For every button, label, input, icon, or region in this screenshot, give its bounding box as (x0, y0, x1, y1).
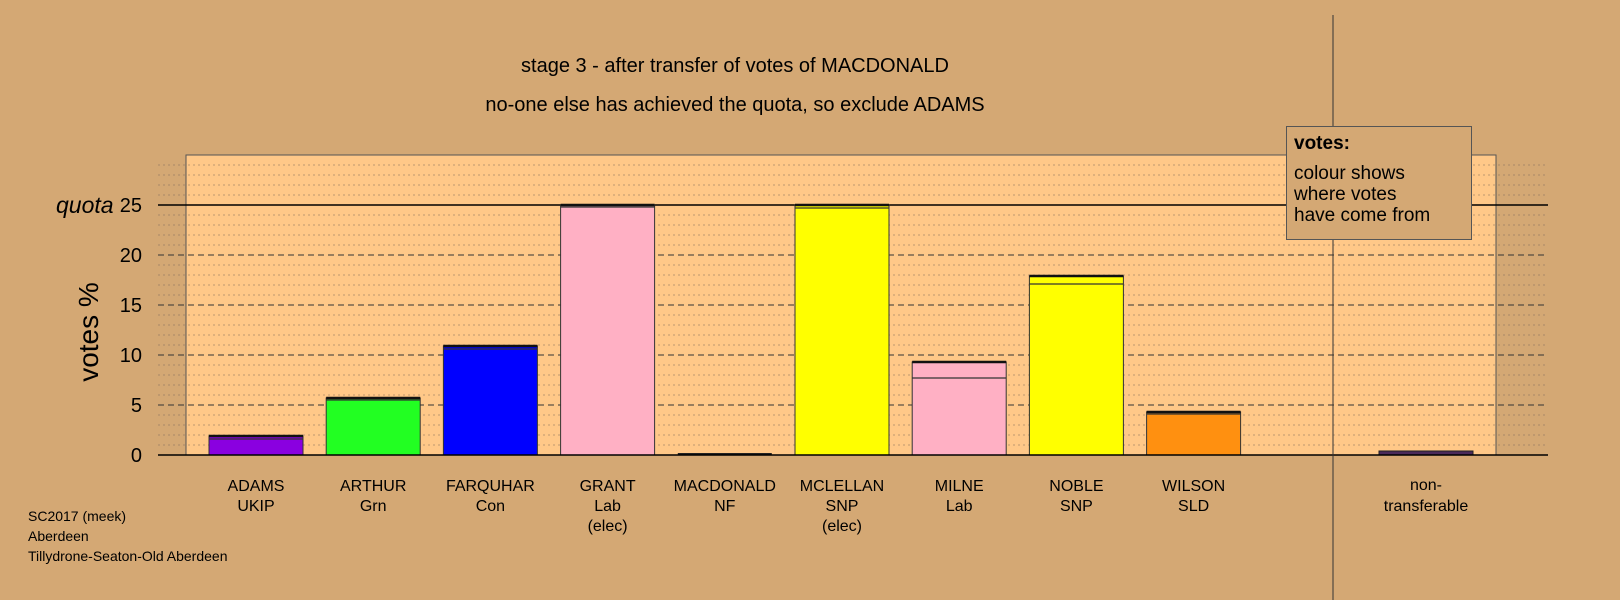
bar-fill (442, 345, 538, 456)
candidate-status: (elec) (822, 518, 862, 535)
candidate-name: NOBLE (1049, 478, 1103, 495)
bar-wilson (1146, 410, 1242, 456)
y-axis: 0 5 10 15 20 25 quota (56, 192, 142, 467)
y-tick-label: 5 (131, 395, 142, 417)
bar-fill (1028, 275, 1124, 456)
bars (208, 203, 1474, 456)
chart-title: stage 3 - after transfer of votes of MAC… (521, 55, 949, 77)
bar-fill (794, 204, 890, 456)
y-tick-label: 10 (120, 345, 142, 367)
bar-noble (1028, 274, 1124, 456)
candidate-party: SNP (1060, 498, 1093, 515)
candidate-name: ARTHUR (340, 478, 406, 495)
bar-farquhar (442, 344, 538, 456)
y-tick-label: 15 (120, 295, 142, 317)
y-axis-label: votes % (73, 282, 104, 382)
quota-label: quota (56, 192, 114, 218)
candidate-name: FARQUHAR (446, 478, 535, 495)
nontransferable-label: non- (1410, 477, 1442, 494)
candidate-party: SLD (1178, 498, 1209, 515)
legend: votes: colour shows where votes have com… (1286, 126, 1472, 240)
candidate-party: Con (476, 498, 505, 515)
legend-title: votes: (1294, 133, 1350, 154)
footer-method: SC2017 (meek) (28, 508, 127, 524)
candidate-name: MACDONALD (674, 478, 776, 495)
candidate-status: (elec) (588, 518, 628, 535)
candidate-name: WILSON (1162, 478, 1225, 495)
candidate-party: Lab (946, 498, 973, 515)
y-tick-label: 0 (131, 445, 142, 467)
chart-subtitle: no-one else has achieved the quota, so e… (485, 94, 984, 116)
footer-ward: Tillydrone-Seaton-Old Aberdeen (28, 548, 228, 564)
bar-adams (208, 434, 304, 456)
candidate-name: MCLELLAN (800, 478, 884, 495)
bar-fill (325, 397, 421, 456)
y-tick-label: 25 (120, 195, 142, 217)
candidate-name: MILNE (935, 478, 984, 495)
candidate-party: SNP (826, 498, 859, 515)
candidate-party: Lab (594, 498, 621, 515)
candidate-party: Grn (360, 498, 387, 515)
bar-fill (560, 204, 656, 456)
footer-council: Aberdeen (28, 528, 89, 544)
candidate-name: ADAMS (228, 478, 285, 495)
candidate-party: NF (714, 498, 736, 515)
bar-milne (911, 360, 1007, 456)
bar-fill (911, 361, 1007, 456)
bar-mclellan (794, 203, 890, 456)
bar-fill (1146, 411, 1242, 456)
candidate-name: GRANT (580, 478, 636, 495)
nontransferable-label: transferable (1384, 498, 1469, 515)
legend-text: colour shows where votes have come from (1294, 163, 1431, 226)
bar-grant (560, 203, 656, 456)
candidate-party: UKIP (237, 498, 274, 515)
candidate-labels: ADAMS UKIP ARTHUR Grn FARQUHAR Con GRANT Lab (el… (228, 477, 1469, 535)
y-tick-label: 20 (120, 245, 142, 267)
bar-arthur (325, 396, 421, 456)
